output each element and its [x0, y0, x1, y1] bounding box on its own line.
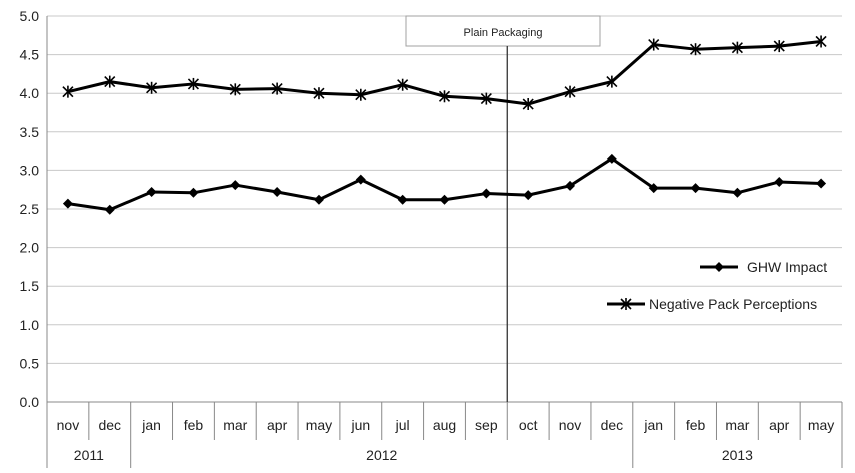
x-tick-label: apr [267, 417, 288, 433]
data-point-ghw-impact [313, 194, 324, 205]
annotation-box [405, 15, 601, 47]
data-point-negative-pack-perceptions [313, 87, 325, 100]
data-point-ghw-impact [188, 187, 199, 198]
data-point-ghw-impact [523, 190, 534, 201]
data-point-negative-pack-perceptions [522, 98, 534, 111]
data-point-negative-pack-perceptions [480, 92, 492, 105]
legend-asterisk-icon [620, 298, 632, 310]
legend-label-negative-pack-perceptions: Negative Pack Perceptions [649, 296, 817, 312]
y-tick-label: 1.0 [20, 317, 40, 333]
data-point-ghw-impact [606, 153, 617, 164]
data-point-ghw-impact [565, 180, 576, 191]
x-tick-label: feb [184, 417, 204, 433]
y-tick-label: 4.0 [20, 85, 40, 101]
data-point-negative-pack-perceptions [271, 82, 283, 95]
y-tick-label: 0.0 [20, 394, 40, 410]
data-point-ghw-impact [230, 180, 241, 191]
data-point-negative-pack-perceptions [773, 40, 785, 53]
data-point-negative-pack-perceptions [815, 35, 827, 48]
data-point-negative-pack-perceptions [731, 41, 743, 54]
x-tick-label: jun [350, 417, 370, 433]
data-point-negative-pack-perceptions [146, 81, 158, 94]
x-tick-label: jan [643, 417, 663, 433]
data-point-negative-pack-perceptions [187, 77, 200, 90]
data-point-ghw-impact [439, 194, 450, 205]
data-point-ghw-impact [272, 187, 283, 198]
data-point-negative-pack-perceptions [229, 83, 241, 96]
data-point-ghw-impact [690, 183, 701, 194]
plain-packaging-annotation: Plain Packaging [405, 15, 601, 402]
y-tick-label: 2.0 [20, 240, 40, 256]
x-tick-label: sep [475, 417, 498, 433]
y-tick-label: 4.5 [20, 47, 40, 63]
year-label: 2012 [366, 447, 397, 463]
data-point-ghw-impact [774, 176, 785, 187]
x-tick-label: jul [395, 417, 410, 433]
data-point-ghw-impact [732, 187, 743, 198]
y-tick-label: 0.5 [20, 355, 40, 371]
data-point-negative-pack-perceptions [355, 88, 367, 101]
data-point-ghw-impact [397, 194, 408, 205]
y-tick-label: 3.5 [20, 124, 40, 140]
x-tick-label: oct [519, 417, 538, 433]
y-tick-label: 3.0 [20, 162, 40, 178]
x-tick-label: may [306, 417, 332, 433]
y-tick-label: 5.0 [20, 8, 40, 24]
legend: GHW Impact Negative Pack Perceptions [607, 259, 827, 312]
x-tick-label: feb [686, 417, 706, 433]
x-tick-label: nov [559, 417, 582, 433]
x-tick-label: mar [725, 417, 749, 433]
x-tick-label: jan [141, 417, 161, 433]
annotation-label: Plain Packaging [464, 27, 543, 39]
data-point-negative-pack-perceptions [648, 38, 660, 51]
year-label: 2011 [74, 447, 104, 463]
data-point-negative-pack-perceptions [104, 75, 116, 88]
legend-diamond-icon [714, 262, 724, 272]
data-point-negative-pack-perceptions [689, 43, 702, 56]
gridlines [47, 15, 842, 403]
legend-entry-ghw-impact: GHW Impact [700, 259, 827, 275]
x-tick-label: aug [433, 417, 456, 433]
legend-label-ghw-impact: GHW Impact [747, 259, 827, 275]
data-point-ghw-impact [355, 174, 366, 185]
year-label: 2013 [722, 447, 753, 463]
legend-entry-negative-pack-perceptions: Negative Pack Perceptions [607, 296, 817, 312]
data-point-negative-pack-perceptions [62, 85, 74, 98]
x-tick-label: apr [769, 417, 790, 433]
data-point-ghw-impact [481, 188, 492, 199]
data-point-negative-pack-perceptions [438, 90, 451, 103]
data-point-ghw-impact [648, 183, 659, 194]
data-point-negative-pack-perceptions [397, 78, 409, 91]
x-tick-label: dec [98, 417, 121, 433]
data-point-negative-pack-perceptions [564, 85, 576, 98]
axes: 0.0 0.5 1.0 1.5 2.0 2.5 3.0 3.5 4.0 4.5 5.0 nov dec j… [20, 8, 843, 468]
data-point-ghw-impact [104, 204, 115, 215]
x-tick-label: nov [57, 417, 80, 433]
y-tick-label: 1.5 [20, 278, 40, 294]
data-point-ghw-impact [816, 178, 827, 189]
x-tick-label: may [808, 417, 834, 433]
data-point-ghw-impact [146, 187, 157, 198]
series [62, 35, 827, 215]
x-tick-label: dec [601, 417, 624, 433]
x-tick-label: mar [223, 417, 247, 433]
data-point-negative-pack-perceptions [606, 75, 618, 88]
y-tick-label: 2.5 [20, 201, 40, 217]
data-point-ghw-impact [62, 198, 73, 209]
